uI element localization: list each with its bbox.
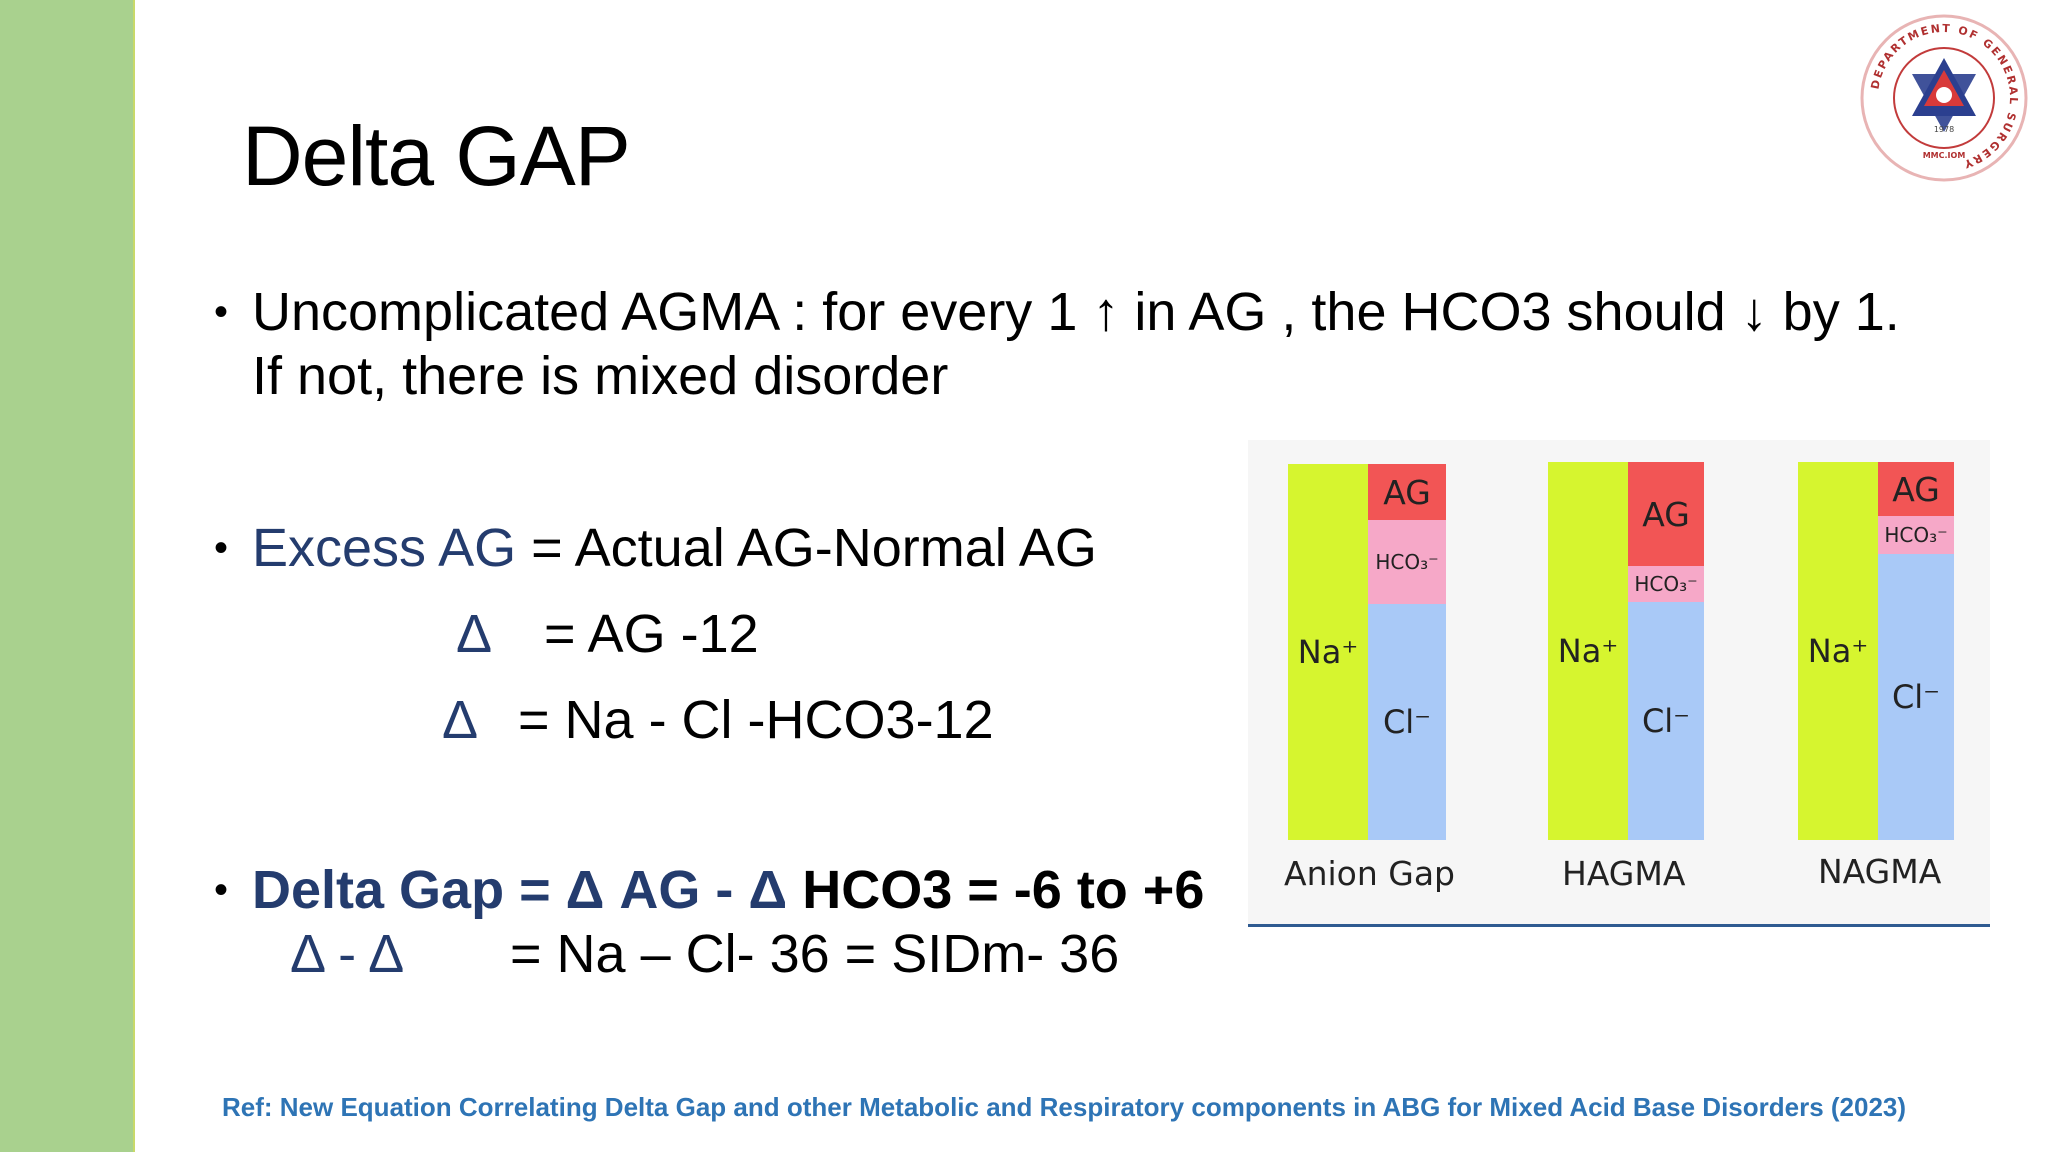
hagma-column: Na⁺ AG HCO₃⁻ Cl⁻	[1548, 462, 1704, 840]
bullet-1-line-2: If not, there is mixed disorder	[252, 346, 949, 406]
logo-year: 1978	[1934, 125, 1954, 134]
cl-segment: Cl⁻	[1628, 602, 1704, 840]
caption-nagma: NAGMA	[1818, 852, 1942, 891]
logo-subtext: MMC.IOM	[1923, 151, 1966, 160]
bullet-1-line-1: Uncomplicated AGMA : for every 1 ↑ in AG…	[252, 282, 1900, 342]
hco3-segment: HCO₃⁻	[1368, 520, 1446, 604]
ag-segment: AG	[1878, 462, 1954, 516]
excess-ag-term: Excess AG	[252, 518, 517, 578]
reference-citation: Ref: New Equation Correlating Delta Gap …	[222, 1092, 1907, 1122]
bullet-2-line: Excess AG = Actual AG-Normal AG	[252, 516, 1097, 580]
hco3-segment: HCO₃⁻	[1878, 516, 1954, 554]
equation-2-rhs: = Na - Cl -HCO3-12	[518, 690, 994, 750]
excess-ag-definition: = Actual AG-Normal AG	[516, 518, 1097, 578]
left-accent-bar	[0, 0, 135, 1152]
na-segment: Na⁺	[1548, 462, 1628, 840]
anion-gap-column: Na⁺ AG HCO₃⁻ Cl⁻	[1288, 464, 1446, 840]
ag-segment: AG	[1368, 464, 1446, 520]
delta-gap-equation-rhs: = Na – Cl- 36 = SIDm- 36	[510, 924, 1120, 984]
delta-gap-term: Delta Gap = Δ AG - Δ	[252, 860, 803, 920]
delta-symbol-1: Δ	[456, 604, 493, 664]
department-logo: DEPARTMENT OF GENERAL SURGERY 1978 MMC.I…	[1860, 14, 2028, 182]
bullet-dot-2: •	[214, 526, 229, 570]
caption-hagma: HAGMA	[1562, 854, 1686, 893]
delta-minus-delta: Δ - Δ	[290, 924, 405, 984]
bullet-dot-1: •	[214, 290, 229, 334]
na-segment: Na⁺	[1288, 464, 1368, 840]
bullet-3-line: Delta Gap = Δ AG - Δ HCO3 = -6 to +6	[252, 858, 1204, 922]
caption-anion-gap: Anion Gap	[1284, 854, 1455, 893]
cl-segment: Cl⁻	[1368, 604, 1446, 840]
cl-segment: Cl⁻	[1878, 554, 1954, 840]
hco3-segment: HCO₃⁻	[1628, 566, 1704, 602]
slide-title: Delta GAP	[242, 109, 631, 203]
na-segment: Na⁺	[1798, 462, 1878, 840]
delta-symbol-2: Δ	[442, 690, 479, 750]
anion-gap-figure: Na⁺ AG HCO₃⁻ Cl⁻ Anion Gap Na⁺ AG HCO₃⁻ …	[1248, 440, 1990, 927]
delta-gap-rest: HCO3 = -6 to +6	[802, 860, 1205, 920]
nagma-column: Na⁺ AG HCO₃⁻ Cl⁻	[1798, 462, 1954, 840]
bullet-dot-3: •	[214, 868, 229, 912]
ag-segment: AG	[1628, 462, 1704, 566]
equation-1-rhs: = AG -12	[544, 604, 759, 664]
